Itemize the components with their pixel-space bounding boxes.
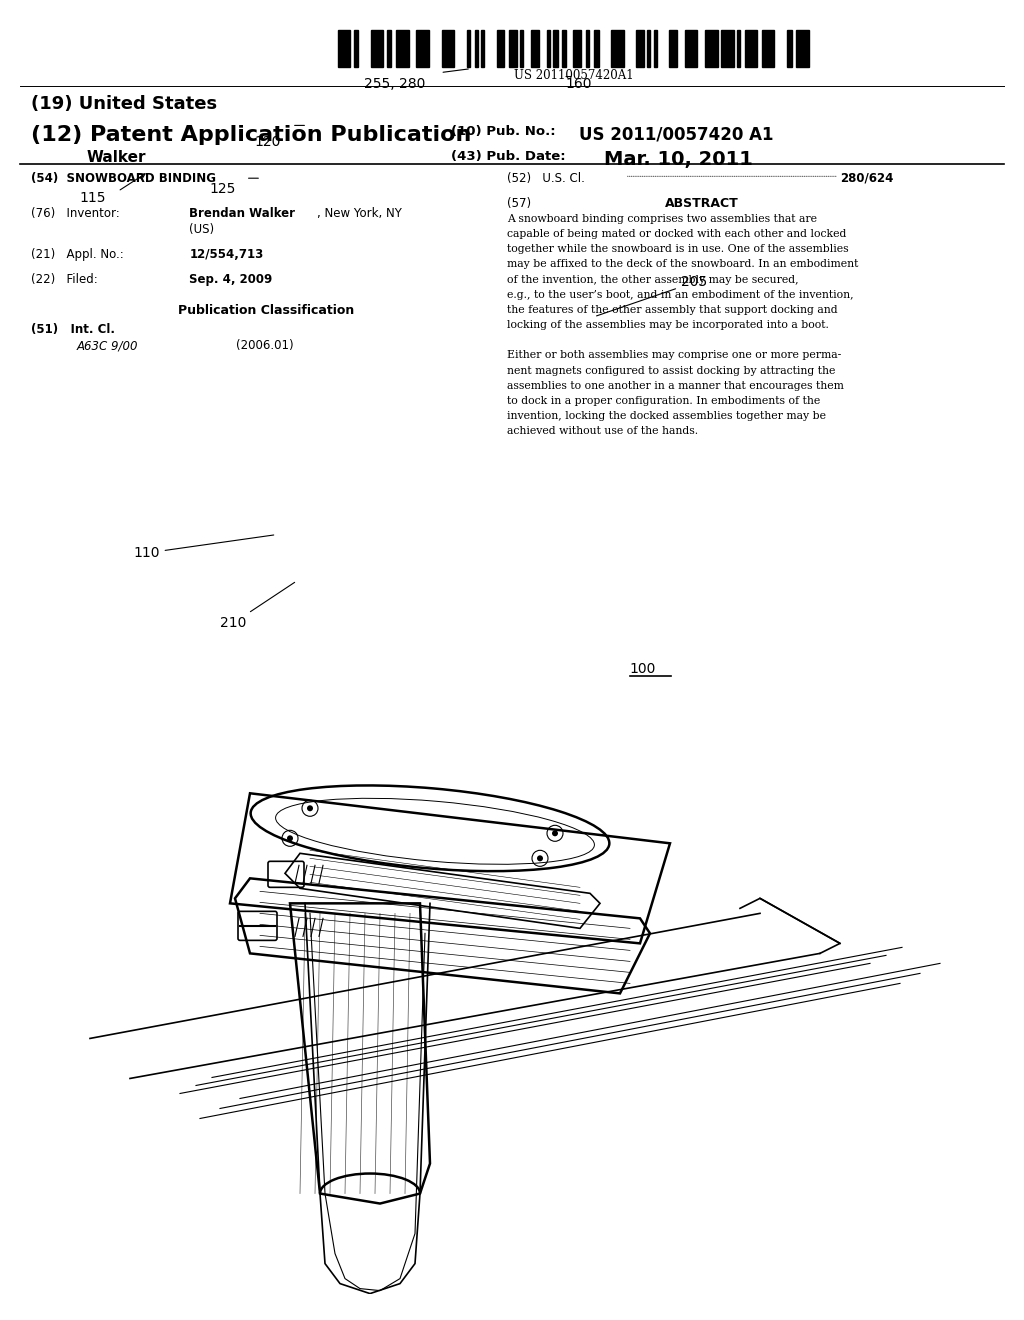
Text: 100: 100 — [630, 661, 656, 676]
Text: assemblies to one another in a manner that encourages them: assemblies to one another in a manner th… — [507, 380, 844, 391]
Bar — [417, 30, 429, 67]
Bar — [721, 30, 733, 67]
Text: Publication Classification: Publication Classification — [178, 304, 354, 317]
Bar — [653, 30, 656, 67]
Bar — [611, 30, 624, 67]
Bar — [553, 30, 558, 67]
Bar — [562, 30, 565, 67]
Text: US 2011/0057420 A1: US 2011/0057420 A1 — [579, 125, 773, 144]
Bar — [509, 30, 517, 67]
Text: (21)   Appl. No.:: (21) Appl. No.: — [31, 248, 124, 261]
Text: 110: 110 — [133, 535, 273, 560]
Circle shape — [287, 836, 293, 841]
Text: ABSTRACT: ABSTRACT — [665, 197, 738, 210]
Bar — [481, 30, 484, 67]
Text: 12/554,713: 12/554,713 — [189, 248, 264, 261]
Bar — [520, 30, 523, 67]
Bar — [474, 30, 477, 67]
Bar — [338, 30, 350, 67]
Text: 125: 125 — [210, 182, 237, 197]
Bar — [706, 30, 718, 67]
Text: (2006.01): (2006.01) — [236, 339, 293, 352]
Text: A snowboard binding comprises two assemblies that are: A snowboard binding comprises two assemb… — [507, 214, 817, 224]
Bar — [387, 30, 391, 67]
Text: US 20110057420A1: US 20110057420A1 — [514, 69, 633, 82]
Text: Brendan Walker: Brendan Walker — [189, 207, 296, 220]
Bar — [353, 30, 358, 67]
Bar — [441, 30, 454, 67]
Text: 120: 120 — [254, 135, 281, 149]
Text: (52)   U.S. Cl.: (52) U.S. Cl. — [507, 172, 589, 185]
Bar — [762, 30, 774, 67]
Bar — [586, 30, 589, 67]
Bar — [497, 30, 505, 67]
Circle shape — [537, 855, 543, 862]
Text: A63C 9/00: A63C 9/00 — [77, 339, 138, 352]
Text: 255, 280: 255, 280 — [364, 77, 425, 91]
Text: (12) Patent Application Publication: (12) Patent Application Publication — [31, 125, 471, 145]
Text: 205: 205 — [597, 276, 708, 315]
Text: (57): (57) — [507, 197, 531, 210]
Bar — [685, 30, 697, 67]
Text: Walker: Walker — [87, 150, 146, 165]
Text: (10) Pub. No.:: (10) Pub. No.: — [451, 125, 555, 139]
Text: Mar. 10, 2011: Mar. 10, 2011 — [604, 150, 753, 169]
Bar — [467, 30, 470, 67]
Text: (22)   Filed:: (22) Filed: — [31, 273, 97, 286]
Text: achieved without use of the hands.: achieved without use of the hands. — [507, 426, 698, 437]
Text: to dock in a proper configuration. In embodiments of the: to dock in a proper configuration. In em… — [507, 396, 820, 407]
Text: (54)  SNOWBOARD BINDING: (54) SNOWBOARD BINDING — [31, 172, 216, 185]
Text: capable of being mated or docked with each other and locked: capable of being mated or docked with ea… — [507, 230, 846, 239]
Text: e.g., to the user’s boot, and in an embodiment of the invention,: e.g., to the user’s boot, and in an embo… — [507, 289, 854, 300]
Text: (19) United States: (19) United States — [31, 95, 217, 114]
Text: invention, locking the docked assemblies together may be: invention, locking the docked assemblies… — [507, 411, 826, 421]
Text: (US): (US) — [189, 223, 215, 236]
Text: 160: 160 — [565, 77, 592, 91]
Text: (76)   Inventor:: (76) Inventor: — [31, 207, 120, 220]
Bar — [744, 30, 757, 67]
Circle shape — [307, 805, 313, 812]
Text: the features of the other assembly that support docking and: the features of the other assembly that … — [507, 305, 838, 315]
Text: 115: 115 — [80, 191, 106, 206]
Text: Sep. 4, 2009: Sep. 4, 2009 — [189, 273, 272, 286]
Bar — [736, 30, 740, 67]
Bar — [594, 30, 599, 67]
Bar — [636, 30, 644, 67]
Circle shape — [552, 830, 558, 837]
Bar — [670, 30, 677, 67]
Text: 210: 210 — [220, 582, 295, 630]
Bar — [371, 30, 383, 67]
Text: together while the snowboard is in use. One of the assemblies: together while the snowboard is in use. … — [507, 244, 849, 255]
Text: (43) Pub. Date:: (43) Pub. Date: — [451, 150, 565, 164]
Bar — [647, 30, 650, 67]
Text: , New York, NY: , New York, NY — [317, 207, 402, 220]
Bar — [396, 30, 409, 67]
Text: Either or both assemblies may comprise one or more perma-: Either or both assemblies may comprise o… — [507, 350, 841, 360]
Text: locking of the assemblies may be incorporated into a boot.: locking of the assemblies may be incorpo… — [507, 319, 828, 330]
Bar — [573, 30, 582, 67]
Text: may be affixed to the deck of the snowboard. In an embodiment: may be affixed to the deck of the snowbo… — [507, 259, 858, 269]
Text: 280/624: 280/624 — [840, 172, 893, 185]
Text: of the invention, the other assembly may be secured,: of the invention, the other assembly may… — [507, 275, 799, 285]
Text: (51)   Int. Cl.: (51) Int. Cl. — [31, 323, 115, 337]
Bar — [787, 30, 792, 67]
Text: nent magnets configured to assist docking by attracting the: nent magnets configured to assist dockin… — [507, 366, 836, 376]
Bar — [547, 30, 550, 67]
Bar — [531, 30, 539, 67]
Bar — [797, 30, 809, 67]
